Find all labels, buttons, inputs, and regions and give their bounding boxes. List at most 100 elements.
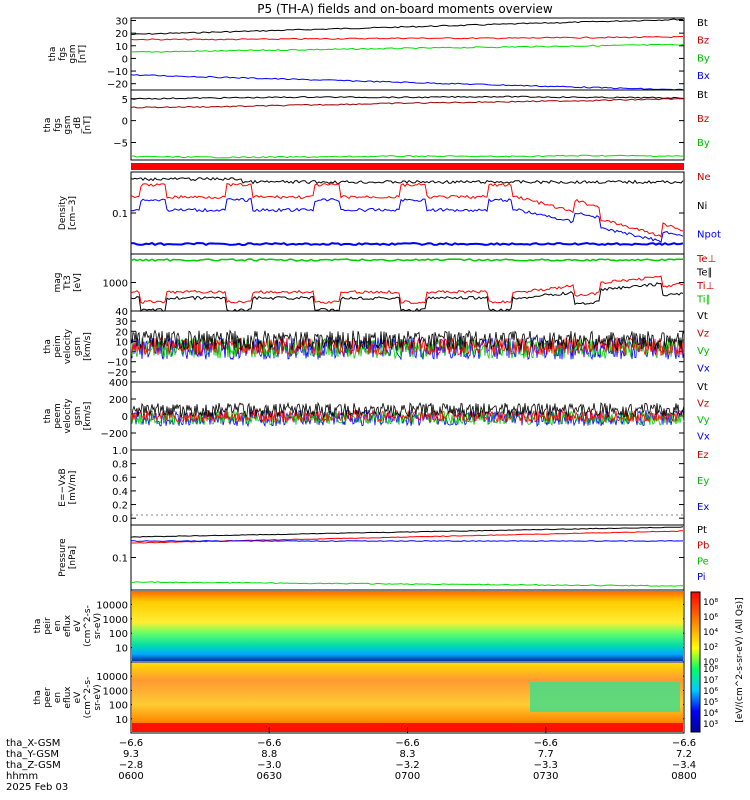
density-ni-trace (130, 182, 684, 238)
legend-by: By (697, 53, 710, 64)
y-label-line: gsm (73, 406, 83, 425)
colorbar-label: [eV/(cm^2-s-sr-eV) (All Qs)] (735, 597, 745, 722)
y-label-line: (cm^2-s- (83, 605, 93, 647)
legend-bt: Bt (697, 90, 708, 101)
y-label-line: mag (53, 273, 63, 293)
x-tick-label: −3.3 (534, 760, 558, 771)
panel-p10: tha peer en eflux eV (cm^2-s-sr-eV)10000 1000 1… (33, 661, 685, 734)
legend-vz: Vz (697, 328, 709, 339)
y-label-line: gsm (63, 115, 73, 134)
x-tick-label: −2.8 (119, 760, 143, 771)
y-label-line: gsm (73, 337, 83, 356)
y-label-line: _dB (73, 117, 83, 134)
pressure-pt-trace (130, 526, 684, 538)
legend-pi: Pi (697, 572, 706, 583)
x-axis-row-label: tha_X-GSM (6, 738, 60, 749)
series-bz (130, 35, 683, 41)
y-label-line: [cm−3] (68, 196, 78, 230)
velocity-vt-trace (130, 329, 685, 352)
panel-frame (130, 524, 685, 591)
colorbar (690, 591, 701, 733)
y-tick-label: 0.8 (112, 460, 128, 471)
series-by (130, 154, 684, 159)
legend-vt: Vt (697, 311, 708, 322)
legend-bz: Bz (697, 114, 709, 125)
colorbar-tick: 10⁵ (703, 698, 718, 708)
y-label-line: peem (53, 403, 63, 429)
y-tick-label: 10 (115, 644, 128, 655)
x-tick-label: −6.6 (257, 738, 281, 749)
y-label-line: sr-eV) (93, 613, 103, 639)
y-tick-label: 100 (109, 629, 128, 640)
panel-p4: mag Tt3 [eV] 1000 Te⊥ Te∥ Ti⊥ Ti∥ (53, 253, 716, 312)
colorbar-tick: 10⁸ (703, 598, 718, 608)
x-tick-label: −6.6 (119, 738, 143, 749)
y-label-line: peir (43, 617, 53, 635)
x-tick-label: −3.2 (395, 760, 419, 771)
x-tick-label: 8.3 (400, 749, 416, 760)
y-tick-label: −20 (107, 80, 128, 91)
x-tick-label: 9.3 (123, 749, 139, 760)
y-label-line: tha (33, 619, 43, 634)
y-label-line: [nT] (83, 116, 93, 134)
legend-npot: Npot (697, 230, 721, 241)
colorbar-tick: 10⁸ (703, 665, 718, 675)
panel-frame (130, 449, 685, 526)
y-label-line: eflux (63, 686, 73, 709)
y-tick-label: 0 (122, 412, 128, 423)
y-label-line: Pressure (58, 538, 68, 577)
red-band (131, 163, 684, 170)
x-tick-label: 7.2 (676, 749, 692, 760)
y-tick-label: 0.1 (112, 554, 128, 565)
x-tick-label: −6.6 (672, 738, 696, 749)
panel-frame (130, 17, 685, 91)
colorbar-tick: 10⁰ (703, 658, 718, 668)
y-label-line: [mV/m] (68, 471, 78, 505)
legend-te∥: Te∥ (696, 267, 713, 278)
y-tick-label: 0.2 (112, 501, 128, 512)
legend-vx: Vx (697, 432, 710, 443)
y-tick-label: −10 (107, 358, 128, 369)
pressure-pe-trace (130, 581, 683, 587)
legend-ex: Ex (697, 502, 709, 513)
y-tick-label: −20 (107, 368, 128, 379)
y-label-line: tha (33, 690, 43, 705)
y-label-line: Tt3 (63, 275, 73, 291)
y-label-line: en (53, 692, 63, 703)
y-tick-label: 10000 (96, 600, 128, 611)
panel-p2: tha fgs gsm _dB [nT] 5 0 −5 Bt Bz By (43, 89, 710, 161)
colorbar-tick: 10⁶ (703, 613, 718, 623)
y-tick-label: 0 (122, 54, 128, 65)
x-axis-row-label: tha_Y-GSM (6, 749, 59, 760)
colorbar-tick: 10⁶ (703, 687, 718, 697)
y-label-line: fgs (53, 118, 63, 132)
panel-p7: E=−VxB [mV/m] 1.0 0.8 0.6 0.4 0.2 0.0 Ez Ey Ex (58, 446, 709, 526)
y-tick-label: 1.0 (112, 446, 128, 457)
velocity-vz-trace (130, 336, 685, 357)
y-tick-label: 100 (109, 701, 128, 712)
temp-tiperp-trace (130, 275, 684, 305)
temp-tipar-trace (130, 282, 684, 313)
y-label-line: tha (43, 409, 53, 424)
spectrogram-9 (132, 591, 683, 661)
legend-vy: Vy (697, 346, 710, 357)
legend-ni: Ni (697, 201, 707, 212)
series-bz (130, 97, 684, 109)
y-label-line: [km/s] (83, 402, 93, 431)
colorbar-tick: 10³ (703, 720, 718, 730)
y-label-line: tha (48, 47, 58, 62)
pressure-pi-trace (131, 540, 684, 542)
legend-vt: Vt (697, 382, 708, 393)
y-label-line: E=−VxB (58, 468, 68, 506)
y-tick-label: −200 (101, 429, 128, 440)
colorbar-tick: 10⁴ (703, 709, 718, 719)
y-label-line: eV (73, 691, 83, 704)
legend-ne: Ne (697, 172, 711, 183)
legend-bx: Bx (697, 71, 710, 82)
series-bt (130, 95, 684, 100)
y-label-line: fgs (58, 47, 68, 61)
